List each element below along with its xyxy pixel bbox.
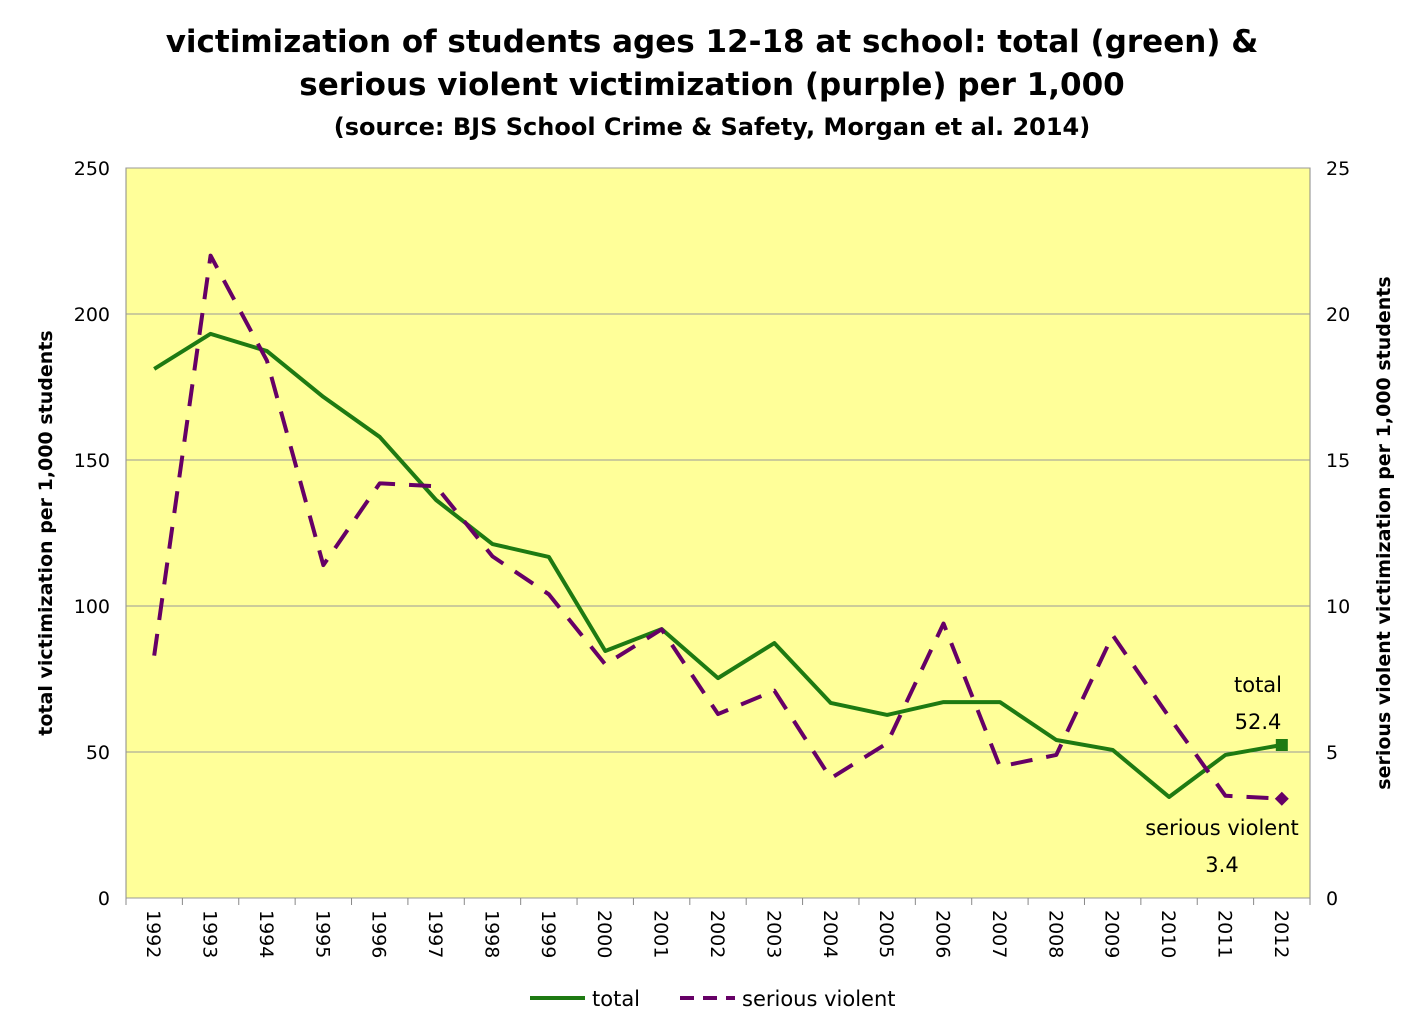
annotation-violent-label: serious violent [1145,816,1299,840]
x-tick-label: 2000 [593,910,615,958]
legend: total serious violent [530,987,896,1011]
y2-tick-label: 25 [1326,158,1350,180]
chart-title-line-1: victimization of students ages 12-18 at … [166,24,1259,60]
annotation-total-value: 52.4 [1235,710,1282,734]
end-marker-serious-violent [1274,791,1289,806]
x-tick-label: 1997 [424,910,446,958]
x-tick-label: 2001 [650,910,672,958]
x-tick-label: 1993 [199,910,221,958]
x-tick-label: 2002 [706,910,728,958]
y-tick-label: 250 [74,158,110,180]
legend-total-label: total [592,987,640,1011]
y2-tick-label: 0 [1326,888,1338,910]
x-tick-label: 1998 [480,910,502,958]
y2-axis-label: serious violent victimization per 1,000 … [1373,276,1395,789]
y2-tick-label: 20 [1326,304,1350,326]
x-tick-label: 2009 [1101,910,1123,958]
series-line-serious-violent [152,253,1282,801]
y-tick-label: 50 [86,742,110,764]
y-tick-label: 0 [98,888,110,910]
x-tick-label: 1996 [368,910,390,958]
x-tick-label: 2003 [762,910,784,958]
x-tick-label: 2007 [988,910,1010,958]
annotation-total-label: total [1234,673,1282,697]
x-tick-label: 2012 [1270,910,1292,958]
plot-area [125,167,1311,899]
x-tick-label: 1994 [255,910,277,958]
x-tick-label: 2008 [1044,910,1066,958]
x-tick-label: 1999 [537,910,559,958]
annotation-violent-value: 3.4 [1205,853,1238,877]
y2-tick-label: 10 [1326,596,1350,618]
x-tick-label: 1995 [311,910,333,958]
y-axis-label: total victimization per 1,000 students [35,330,57,735]
x-tick-label: 2006 [932,910,954,958]
chart-title-line-2: serious violent victimization (purple) p… [299,67,1124,103]
y2-tick-label: 15 [1326,450,1350,472]
x-tick-label: 2005 [875,910,897,958]
series-line-total [153,331,1283,799]
y2-tick-label: 5 [1326,742,1338,764]
chart-subtitle: (source: BJS School Crime & Safety, Morg… [334,113,1090,141]
y-tick-label: 200 [74,304,110,326]
y-tick-label: 100 [74,596,110,618]
end-marker-total [1275,738,1288,751]
legend-violent-label: serious violent [742,987,896,1011]
x-tick-label: 2004 [819,910,841,958]
x-tick-label: 2010 [1157,910,1179,958]
y-tick-label: 150 [74,450,110,472]
x-tick-label: 2011 [1213,910,1235,958]
x-tick-label: 1992 [142,910,164,958]
